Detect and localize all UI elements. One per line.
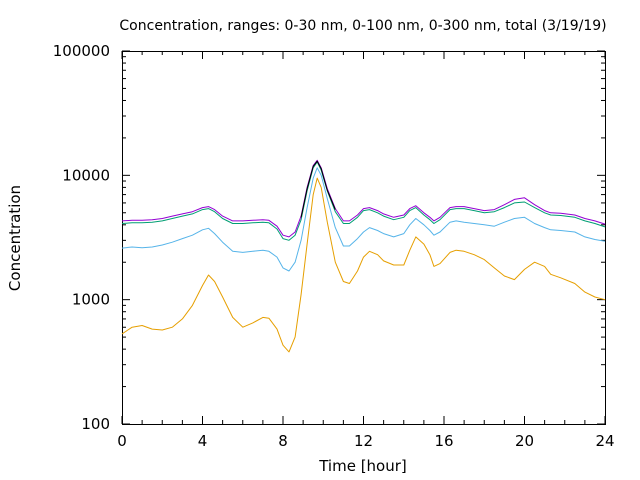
series-line-4	[121, 159, 606, 238]
series-line-5	[300, 160, 336, 218]
x-tick-label: 0	[117, 432, 127, 450]
x-tick-label: 4	[198, 432, 208, 450]
x-tick-label: 8	[278, 432, 288, 450]
y-tick-label: 100	[81, 415, 110, 433]
y-axis-label: Concentration	[6, 185, 24, 291]
y-tick-label: 100000	[53, 42, 110, 60]
x-tick-label: 12	[354, 432, 373, 450]
x-tick-label: 16	[434, 432, 453, 450]
y-tick-label: 10000	[62, 166, 110, 184]
chart-title: Concentration, ranges: 0-30 nm, 0-100 nm…	[119, 18, 606, 34]
y-axis: 100 1000 10000 100000	[53, 42, 605, 433]
plot-frame	[122, 51, 606, 425]
x-axis: 0 4 8 12 16 20 24	[117, 51, 615, 450]
series-line-1	[121, 177, 606, 353]
x-axis-label: Time [hour]	[318, 457, 407, 475]
series-line-3	[121, 161, 606, 241]
y-tick-label: 1000	[72, 291, 110, 309]
x-tick-label: 20	[515, 432, 534, 450]
x-tick-label: 24	[595, 432, 614, 450]
series-line-2	[121, 167, 606, 272]
series-group	[121, 159, 606, 353]
